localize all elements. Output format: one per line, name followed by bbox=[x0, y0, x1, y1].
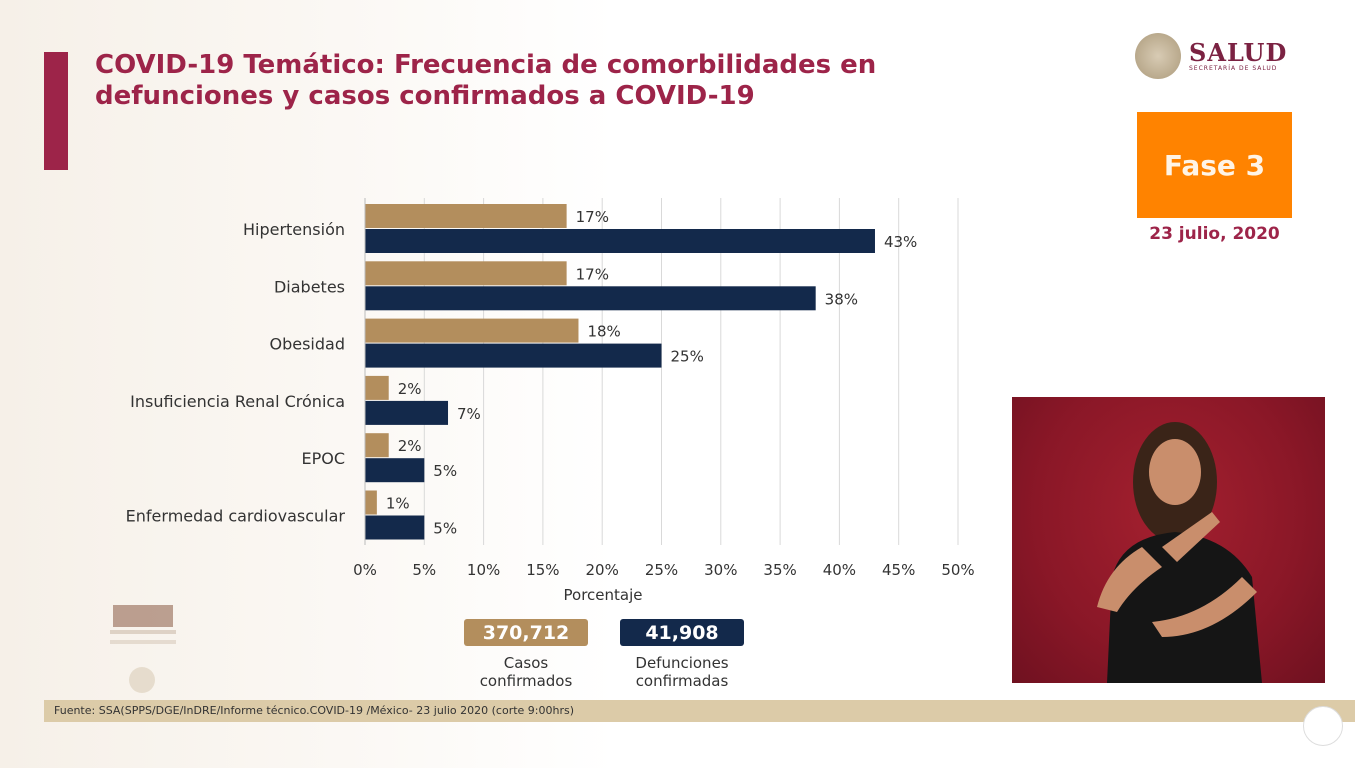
deaths-bar bbox=[365, 229, 875, 253]
deaths-data-label: 38% bbox=[825, 290, 858, 308]
cases-data-label: 17% bbox=[576, 208, 609, 226]
deaths-data-label: 25% bbox=[671, 348, 704, 366]
x-tick-label: 15% bbox=[526, 561, 559, 579]
salud-logo: SALUD SECRETARÍA DE SALUD bbox=[1135, 33, 1287, 79]
x-tick-label: 0% bbox=[353, 561, 377, 579]
x-tick-label: 10% bbox=[467, 561, 500, 579]
x-tick-label: 30% bbox=[704, 561, 737, 579]
category-label: Diabetes bbox=[274, 277, 345, 296]
logo-name: SALUD bbox=[1189, 37, 1288, 67]
page-title: COVID-19 Temático: Frecuencia de comorbi… bbox=[95, 50, 877, 111]
cases-data-label: 17% bbox=[576, 265, 609, 283]
logo-subtitle: SECRETARÍA DE SALUD bbox=[1189, 64, 1278, 72]
x-axis-label: Porcentaje bbox=[564, 586, 643, 604]
x-tick-label: 45% bbox=[882, 561, 915, 579]
title-accent-bar bbox=[44, 52, 68, 170]
gobierno-de-mexico-icon bbox=[1303, 706, 1343, 746]
x-tick-label: 20% bbox=[586, 561, 619, 579]
cases-bar bbox=[365, 261, 567, 286]
cases-bar bbox=[365, 375, 389, 400]
sign-language-interpreter-video bbox=[1012, 397, 1325, 683]
deaths-data-label: 7% bbox=[457, 405, 481, 423]
cases-data-label: 1% bbox=[386, 495, 410, 513]
cases-bar bbox=[365, 318, 579, 343]
legend-cases-label: Casos confirmados bbox=[479, 654, 573, 690]
deaths-bar bbox=[365, 343, 662, 368]
x-tick-label: 35% bbox=[763, 561, 796, 579]
x-tick-label: 25% bbox=[645, 561, 678, 579]
source-footer: Fuente: SSA(SPPS/DGE/InDRE/Informe técni… bbox=[44, 700, 1355, 722]
deaths-data-label: 43% bbox=[884, 233, 917, 251]
cases-data-label: 2% bbox=[398, 380, 422, 398]
deaths-bar bbox=[365, 400, 449, 425]
cases-data-label: 2% bbox=[398, 437, 422, 455]
x-tick-label: 40% bbox=[823, 561, 856, 579]
phase-badge: Fase 3 bbox=[1137, 112, 1292, 218]
national-seal-icon bbox=[1135, 33, 1181, 79]
legend-cases-value: 370,712 bbox=[464, 619, 588, 646]
x-tick-label: 50% bbox=[941, 561, 974, 579]
x-tick-label: 5% bbox=[412, 561, 436, 579]
deaths-bar bbox=[365, 458, 425, 483]
cases-bar bbox=[365, 490, 377, 515]
deaths-data-label: 5% bbox=[433, 520, 457, 538]
category-label: Obesidad bbox=[270, 335, 346, 354]
category-label: Enfermedad cardiovascular bbox=[126, 507, 346, 526]
cases-data-label: 18% bbox=[587, 323, 620, 341]
comorbidity-chart: 0% 5% 10% 15% 20% 25% 30% 35% 40% 45% 50% Porcentaj… bbox=[126, 198, 975, 604]
government-emblem-icon bbox=[110, 605, 176, 693]
legend-deaths-value: 41,908 bbox=[620, 619, 744, 646]
legend-deaths-label: Defunciones confirmadas bbox=[635, 654, 729, 690]
cases-bar bbox=[365, 433, 389, 458]
category-label: EPOC bbox=[301, 449, 345, 468]
category-label: Hipertensión bbox=[243, 220, 345, 239]
deaths-bar bbox=[365, 515, 425, 540]
deaths-bar bbox=[365, 286, 816, 311]
interpreter-figure bbox=[1097, 422, 1262, 683]
phase-date: 23 julio, 2020 bbox=[1149, 224, 1280, 244]
deaths-data-label: 5% bbox=[433, 462, 457, 480]
category-label: Insuficiencia Renal Crónica bbox=[130, 392, 345, 411]
cases-bar bbox=[365, 204, 567, 228]
